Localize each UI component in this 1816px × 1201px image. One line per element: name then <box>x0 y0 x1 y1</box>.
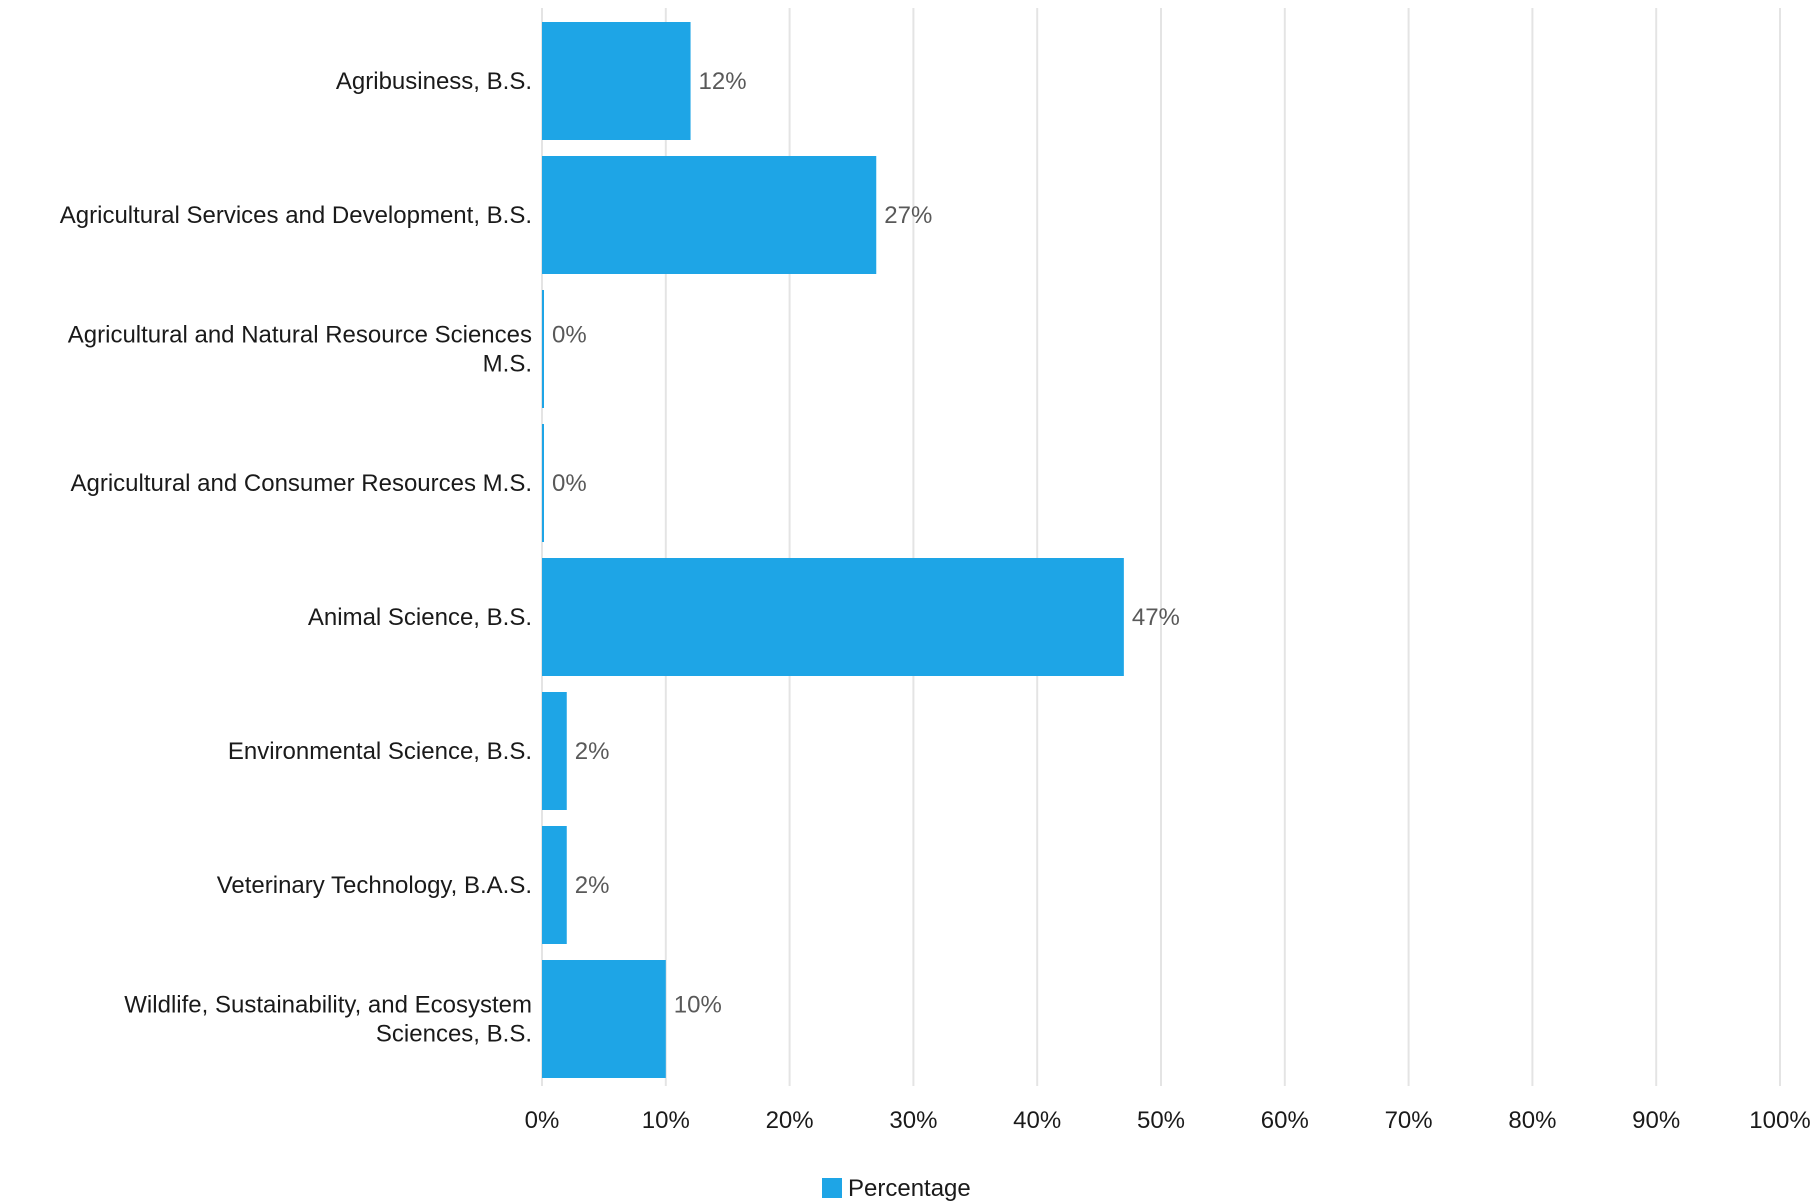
bar <box>542 290 544 408</box>
bars <box>542 22 1124 1078</box>
bar <box>542 156 877 274</box>
bar <box>542 826 567 944</box>
legend-swatch-percentage <box>822 1178 842 1198</box>
x-tick-label: 10% <box>642 1107 690 1134</box>
x-tick-label: 90% <box>1632 1107 1680 1134</box>
category-label: Animal Science, B.S. <box>308 604 532 631</box>
value-label: 0% <box>552 322 587 349</box>
x-tick-label: 0% <box>525 1107 560 1134</box>
category-labels: Agribusiness, B.S. Agricultural Services … <box>60 68 532 1048</box>
x-tick-label: 20% <box>766 1107 814 1134</box>
bar <box>542 22 691 140</box>
value-label: 2% <box>575 738 610 765</box>
legend-label-percentage: Percentage <box>848 1175 971 1201</box>
value-label: 12% <box>699 68 747 95</box>
x-tick-label: 100% <box>1749 1107 1810 1134</box>
x-tick-label: 40% <box>1013 1107 1061 1134</box>
category-label: Agricultural and Consumer Resources M.S. <box>70 470 532 497</box>
value-label: 10% <box>674 992 722 1019</box>
value-label: 47% <box>1132 604 1180 631</box>
category-label: Wildlife, Sustainability, and Ecosystem S… <box>124 992 532 1048</box>
category-label: Veterinary Technology, B.A.S. <box>217 872 532 899</box>
category-label: Agricultural and Natural Resource Scienc… <box>68 322 532 378</box>
category-label: Agribusiness, B.S. <box>336 68 532 95</box>
x-tick-label: 30% <box>889 1107 937 1134</box>
bar <box>542 558 1124 676</box>
value-label: 0% <box>552 470 587 497</box>
category-label: Environmental Science, B.S. <box>228 738 532 765</box>
legend: Percentage <box>822 1175 971 1201</box>
value-label: 27% <box>884 202 932 229</box>
x-tick-label: 60% <box>1261 1107 1309 1134</box>
x-tick-label: 50% <box>1137 1107 1185 1134</box>
value-label: 2% <box>575 872 610 899</box>
value-labels: 12% 27% 0% 0% 47% 2% 2% 10% <box>552 68 1180 1019</box>
x-tick-label: 70% <box>1385 1107 1433 1134</box>
bar <box>542 424 544 542</box>
bar <box>542 960 666 1078</box>
bar <box>542 692 567 810</box>
x-tick-label: 80% <box>1508 1107 1556 1134</box>
category-label: Agricultural Services and Development, B… <box>60 202 532 229</box>
x-axis-tick-labels: 0% 10% 20% 30% 40% 50% 60% 70% 80% 90% 100% <box>525 1107 1811 1134</box>
